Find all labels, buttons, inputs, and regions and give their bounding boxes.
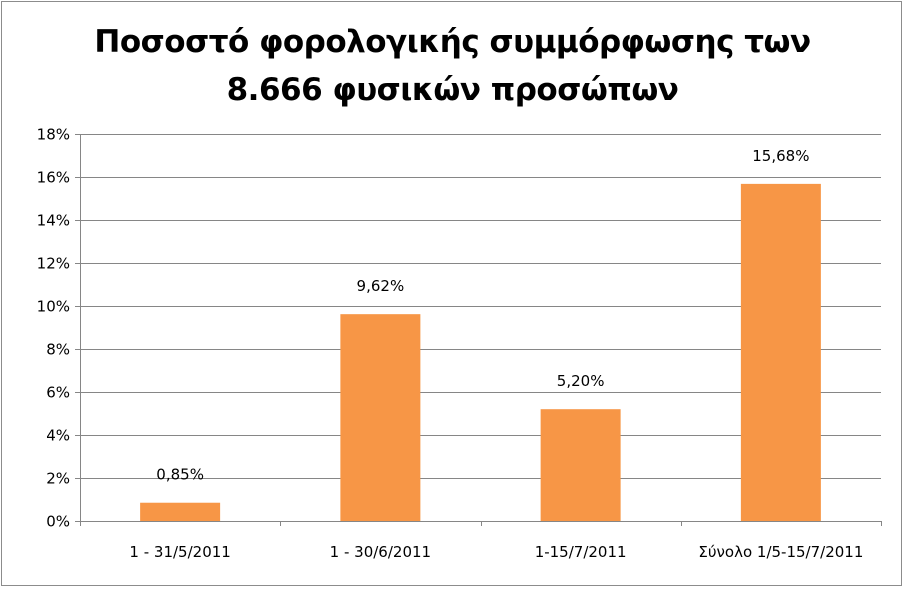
y-tick-label: 8% <box>46 341 70 359</box>
chart-title: Ποσοστό φορολογικής συμμόρφωσης των 8.66… <box>0 18 905 114</box>
chart-title-line-1: Ποσοστό φορολογικής συμμόρφωσης των <box>94 24 811 60</box>
bar-1 <box>140 502 221 521</box>
data-label-2: 9,62% <box>357 277 405 295</box>
bar-4 <box>740 183 821 521</box>
bar-2 <box>340 314 421 521</box>
data-label-1: 0,85% <box>156 466 204 484</box>
y-tick-label: 12% <box>37 255 70 273</box>
y-tick-label: 18% <box>37 126 70 144</box>
chart-title-line-2: 8.666 φυσικών προσώπων <box>226 72 679 108</box>
y-tick-label: 4% <box>46 427 70 445</box>
x-category-label: Σύνολο 1/5-15/7/2011 <box>698 543 863 561</box>
data-label-3: 5,20% <box>557 372 605 390</box>
y-tick-label: 2% <box>46 470 70 488</box>
x-category-label: 1 - 30/6/2011 <box>330 543 431 561</box>
y-tick-label: 6% <box>46 384 70 402</box>
x-category-label: 1 - 31/5/2011 <box>129 543 230 561</box>
y-tick-label: 0% <box>46 513 70 531</box>
x-category-label: 1-15/7/2011 <box>535 543 627 561</box>
bar-3 <box>540 409 621 521</box>
y-tick-label: 16% <box>37 169 70 187</box>
data-label-4: 15,68% <box>752 147 809 165</box>
y-tick-label: 14% <box>37 212 70 230</box>
y-tick-label: 10% <box>37 298 70 316</box>
